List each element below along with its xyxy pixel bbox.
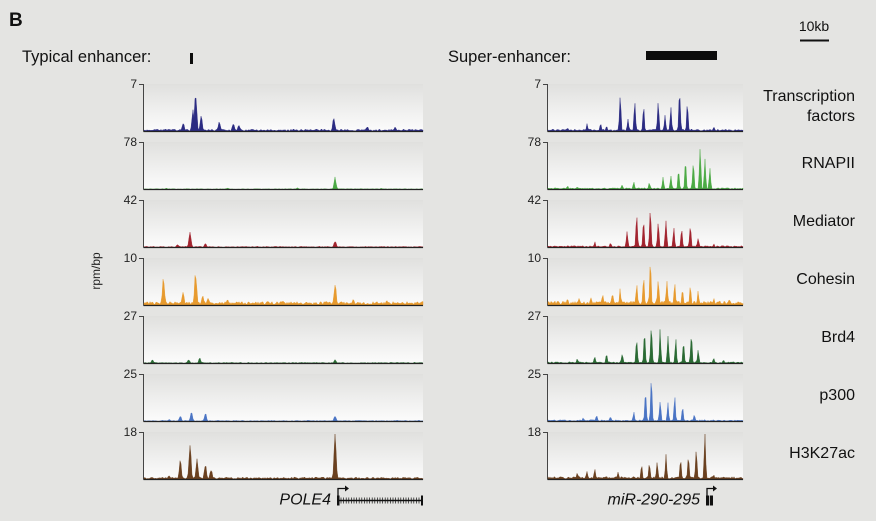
signal-profile	[547, 433, 744, 480]
track-background	[144, 316, 423, 364]
track-mediator: 42 Mediator	[528, 193, 856, 249]
track-transcription-factors: 7 Transcription factors	[534, 77, 855, 133]
track-h3k27ac: 18 H3K27ac	[528, 425, 855, 481]
track-h3k27ac: 18	[124, 425, 424, 481]
track-rnapii: 78 RNAPII	[528, 135, 855, 191]
track-p300: 25 p300	[528, 367, 855, 423]
track-background	[548, 84, 743, 132]
y-tick-label: 42	[124, 193, 138, 207]
track-label: Cohesin	[796, 271, 855, 288]
y-tick-label: 10	[124, 251, 138, 265]
track-background	[144, 84, 423, 132]
region-heading: Typical enhancer:	[22, 48, 151, 66]
y-tick-label: 25	[124, 367, 138, 381]
y-tick-label: 42	[528, 193, 542, 207]
track-background	[548, 200, 743, 248]
signal-profile	[547, 212, 744, 248]
track-label: Mediator	[793, 213, 856, 230]
region-panel-1: Typical enhancer: 7 78 42 10 27 25 18 POLE4	[22, 48, 424, 509]
track-brd4: 27	[124, 309, 424, 365]
enhancer-extent-bar	[646, 51, 717, 60]
track-transcription-factors: 7	[130, 77, 424, 133]
gene-label: miR-290-295	[608, 492, 701, 509]
region-panel-2: Super-enhancer: 7 Transcription factors 78 RN…	[448, 48, 856, 509]
signal-profile	[143, 275, 424, 306]
track-label: H3K27ac	[789, 445, 855, 462]
gene-label: POLE4	[279, 492, 331, 509]
track-background	[144, 142, 423, 190]
track-label: factors	[807, 108, 855, 125]
tss-arrow-head	[345, 485, 349, 492]
track-background	[144, 374, 423, 422]
signal-profile	[547, 329, 744, 364]
track-background	[548, 142, 743, 190]
panel-label: B	[9, 10, 23, 31]
track-label: p300	[819, 387, 855, 404]
y-tick-label: 18	[528, 425, 542, 439]
tss-arrow	[706, 487, 714, 496]
track-background	[548, 432, 743, 480]
signal-profile	[547, 383, 744, 422]
y-tick-label: 7	[130, 77, 137, 91]
y-tick-label: 78	[124, 135, 138, 149]
track-background	[144, 432, 423, 480]
signal-profile	[143, 433, 424, 480]
track-mediator: 42	[124, 193, 424, 249]
plot-area: Typical enhancer: 7 78 42 10 27 25 18 POLE4 Super…	[22, 48, 856, 509]
track-label: Brd4	[821, 329, 855, 346]
y-tick-label: 78	[528, 135, 542, 149]
y-tick-label: 10	[528, 251, 542, 265]
track-p300: 25	[124, 367, 424, 423]
y-axis-label: rpm/bp	[89, 252, 103, 290]
y-tick-label: 7	[534, 77, 541, 91]
tss-arrow-head	[713, 485, 717, 492]
track-label: RNAPII	[802, 155, 855, 172]
track-label: Transcription	[763, 88, 855, 105]
track-brd4: 27 Brd4	[528, 309, 855, 365]
y-tick-label: 27	[124, 309, 138, 323]
enhancer-extent-bar	[190, 53, 193, 64]
signal-profile	[547, 266, 744, 306]
region-heading: Super-enhancer:	[448, 48, 571, 66]
y-tick-label: 18	[124, 425, 138, 439]
y-tick-label: 25	[528, 367, 542, 381]
track-cohesin: 10	[124, 251, 424, 307]
scale-bar: 10kb	[799, 18, 830, 42]
track-background	[548, 258, 743, 306]
track-cohesin: 10 Cohesin	[528, 251, 855, 307]
gene-annotation: miR-290-295	[608, 485, 717, 509]
track-rnapii: 78	[124, 135, 424, 191]
signal-profile	[547, 97, 744, 132]
scale-bar-label: 10kb	[799, 18, 830, 34]
track-background	[144, 200, 423, 248]
signal-profile	[143, 97, 424, 132]
tss-arrow	[337, 487, 346, 496]
gene-annotation: POLE4	[279, 485, 423, 509]
track-background	[144, 258, 423, 306]
gene-end-exon	[421, 495, 423, 506]
y-tick-label: 27	[528, 309, 542, 323]
